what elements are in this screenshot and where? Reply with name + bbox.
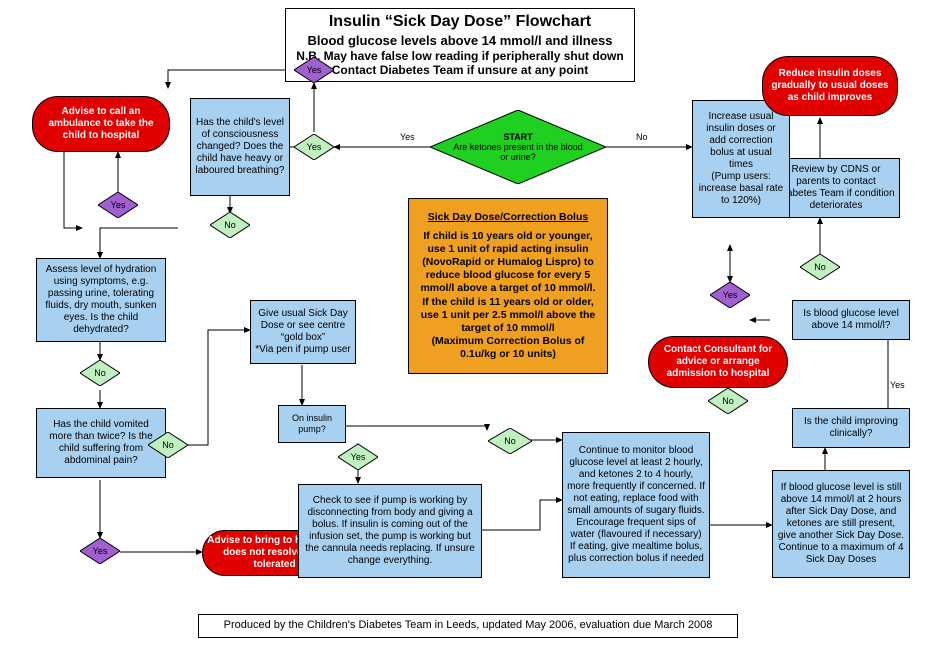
start-question: Are ketones present in the blood or urin…	[453, 142, 583, 162]
box-pump-check: Check to see if pump is working by disco…	[298, 484, 482, 578]
terminal-consultant: Contact Consultant for advice or arrange…	[648, 336, 788, 388]
title-sub1: Blood glucose levels above 14 mmol/l and…	[308, 33, 613, 49]
box-above14: Is blood glucose level above 14 mmol/l?	[792, 300, 910, 340]
start-node: START Are ketones present in the blood o…	[430, 110, 606, 184]
decision-hydration-no: No	[80, 360, 120, 386]
decision-above14-no: No	[800, 254, 840, 280]
label-improving-yes: Yes	[890, 380, 905, 390]
title-sub2: N.B. May have false low reading if perip…	[296, 49, 623, 63]
box-still-high: If blood glucose level is still above 14…	[772, 470, 910, 578]
decision-vomited-yes: Yes	[80, 538, 120, 564]
gold-info-box: Sick Day Dose/Correction Bolus If child …	[408, 198, 608, 374]
start-title: START	[503, 132, 532, 142]
decision-top-purple: Yes	[294, 57, 334, 83]
gold-title: Sick Day Dose/Correction Bolus	[428, 211, 588, 224]
footer: Produced by the Children's Diabetes Team…	[198, 614, 738, 638]
terminal-reduce: Reduce insulin doses gradually to usual …	[762, 56, 898, 116]
decision-consciousness: Yes	[294, 134, 334, 160]
box-sickday-dose: Give usual Sick Day Dose or see centre “…	[250, 300, 356, 364]
box-monitor: Continue to monitor blood glucose level …	[562, 432, 710, 578]
box-hydration: Assess level of hydration using symptoms…	[36, 258, 166, 342]
box-increase: Increase usual insulin doses or add corr…	[692, 100, 790, 218]
decision-pump-no: No	[488, 428, 532, 454]
box-review: Review by CDNS or parents to contact Dia…	[772, 158, 900, 218]
decision-pump-yes: Yes	[338, 444, 378, 470]
title-sub3: Contact Diabetes Team if unsure at any p…	[332, 63, 589, 77]
title-main: Insulin “Sick Day Dose” Flowchart	[329, 12, 591, 31]
label-start-yes: Yes	[400, 132, 415, 142]
terminal-ambulance: Advise to call an ambulance to take the …	[32, 96, 170, 152]
gold-body: If child is 10 years old or younger, use…	[413, 230, 603, 361]
box-consciousness: Has the child's level of consciousness c…	[190, 98, 290, 196]
box-improving: Is the child improving clinically?	[792, 408, 910, 448]
box-vomited: Has the child vomited more than twice? I…	[36, 408, 166, 478]
box-on-pump: On insulin pump?	[278, 405, 346, 443]
decision-improving-no: No	[708, 388, 748, 414]
decision-consc-no: No	[210, 212, 250, 238]
decision-above14-yes: Yes	[710, 282, 750, 308]
decision-hydration-yes: Yes	[98, 192, 138, 218]
title-box: Insulin “Sick Day Dose” Flowchart Blood …	[285, 8, 635, 82]
label-start-no: No	[636, 132, 648, 142]
decision-vomited-no: No	[148, 432, 188, 458]
